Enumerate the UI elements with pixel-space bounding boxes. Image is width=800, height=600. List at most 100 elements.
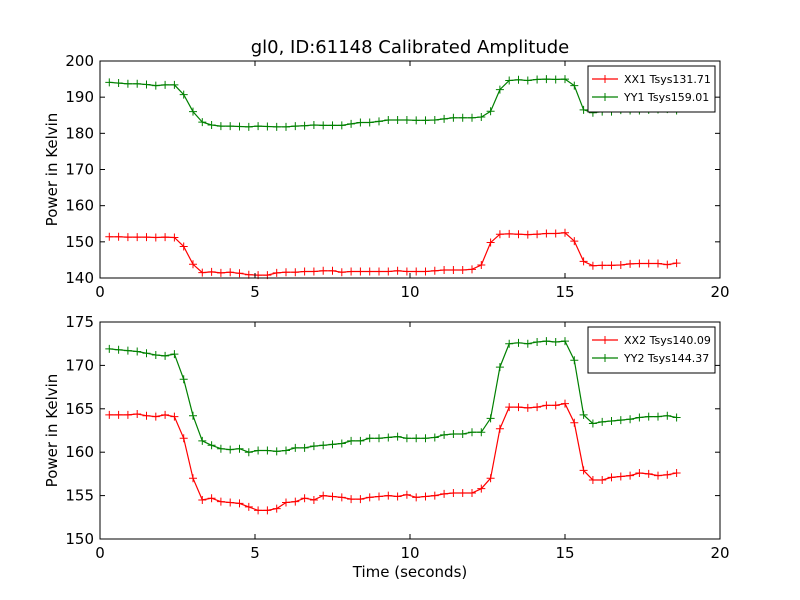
- chart2-series-2-point: [309, 442, 318, 451]
- chart1-series-1-point: [402, 267, 411, 276]
- chart1-series-1-point: [133, 233, 142, 242]
- chart1-series-1-point: [170, 233, 179, 242]
- chart2-series-2-point: [663, 411, 672, 420]
- chart2-series-1-point: [533, 403, 542, 412]
- chart2-series-2-point: [189, 411, 197, 420]
- chart1-series-2-point: [291, 122, 300, 131]
- chart1-series-2-point: [365, 118, 374, 127]
- chart2-series-2-point: [272, 447, 281, 456]
- chart1-series-2-point: [319, 121, 328, 130]
- chart2-series-1-point: [523, 403, 532, 412]
- chart1-series-2-point: [244, 122, 253, 131]
- chart1-series-2-point: [142, 80, 151, 89]
- chart2-series-1-point: [123, 410, 132, 419]
- chart1-series-2-point: [421, 116, 430, 125]
- chart1-series-1-point: [495, 230, 504, 239]
- chart2-series-1-point: [207, 494, 216, 503]
- chart2-series-1-point: [505, 403, 514, 412]
- chart2-series-2-point: [523, 339, 532, 348]
- chart1-series-1-point: [579, 257, 588, 266]
- chart2-series-2-point: [105, 344, 114, 353]
- chart1-series-2-point: [151, 81, 160, 90]
- chart1-series-1-point: [105, 232, 114, 241]
- chart2-series-2-point: [282, 446, 290, 455]
- chart2-series-1-point: [226, 498, 235, 507]
- chart1-series-2-point: [384, 115, 393, 124]
- chart2-series-1-point: [579, 466, 588, 475]
- chart2-series-1-point: [570, 418, 579, 427]
- chart1-series-1-point: [189, 260, 197, 269]
- chart2-series-1-point: [309, 495, 318, 504]
- chart2-series-2-point: [393, 432, 402, 441]
- chart1-series-1-point: [570, 237, 579, 246]
- chart2-series-2-point: [402, 434, 411, 443]
- chart2-series-2-point: [607, 416, 616, 425]
- chart1-series-2-point: [561, 75, 569, 84]
- chart1-series-2-point: [300, 121, 309, 130]
- chart2-series-2-point: [179, 375, 188, 384]
- chart1-series-2-point: [551, 75, 560, 84]
- chart1-legend-label-2: YY1 Tsys159.01: [623, 91, 709, 104]
- chart1-series-1-point: [347, 267, 356, 276]
- chart1-legend: XX1 Tsys131.71 YY1 Tsys159.01: [587, 65, 716, 113]
- chart2-series-2-point: [198, 436, 207, 445]
- chart2-series-1-point: [114, 410, 123, 419]
- chart2-series-1-point: [644, 469, 653, 478]
- chart2-series-1-point: [375, 492, 383, 501]
- chart2-series-2-point: [356, 436, 365, 445]
- chart1-series-2-point: [179, 90, 188, 99]
- chart2-series-1-point: [319, 491, 328, 500]
- chart2-series-1-point: [161, 410, 170, 419]
- chart1-series-2-point: [477, 113, 486, 122]
- chart2-series-2-point: [514, 338, 523, 347]
- chart2-series-1-point: [495, 424, 504, 433]
- chart1-series-1-point: [533, 230, 542, 239]
- chart2-series-2-point: [635, 413, 644, 422]
- chart2-series-1-point: [635, 469, 644, 478]
- chart1-series-1-point: [542, 229, 551, 238]
- chart1-series-1-point: [123, 233, 132, 242]
- chart1-series-2-point: [114, 79, 123, 88]
- chart1-series-2-point: [272, 122, 281, 131]
- chart2-series-1-point: [263, 506, 272, 515]
- chart1-series-1-point: [663, 260, 672, 269]
- chart2-series-2-point: [291, 443, 300, 452]
- chart1-series-1-point: [291, 268, 300, 277]
- chart2-series-1-point: [402, 490, 411, 499]
- chart1-x-tick-label: 0: [95, 283, 105, 301]
- chart2-x-tick-label: 0: [95, 544, 105, 562]
- chart2-plot-area: [105, 337, 681, 515]
- chart2-series-2-point: [123, 346, 132, 355]
- chart1-series-1-point: [635, 259, 644, 268]
- chart2-series-2-point: [226, 445, 235, 454]
- chart2-series-2-point: [644, 412, 653, 421]
- chart2-series-1-point: [328, 492, 337, 501]
- chart1-series-2-point: [216, 122, 225, 131]
- chart1-y-tick-label: 200: [65, 52, 94, 70]
- chart1-y-tick-label: 160: [65, 197, 94, 215]
- chart2-series-1-point: [300, 494, 309, 503]
- chart1-series-2-point: [542, 75, 551, 84]
- chart1-series-1-point: [430, 266, 439, 275]
- chart1-series-1-point: [523, 230, 532, 239]
- chart2-series-2-point: [430, 433, 439, 442]
- chart1-series-1-point: [551, 229, 560, 238]
- chart1-series-1-point: [179, 242, 188, 251]
- chart1-series-2-point: [198, 118, 207, 127]
- chart2-series-1-point: [561, 399, 569, 408]
- chart2-y-tick-label: 170: [65, 356, 94, 374]
- chart2-series-1-point: [598, 475, 607, 484]
- chart1-series-1-point: [440, 266, 449, 275]
- chart1-series-2-point: [458, 113, 467, 122]
- chart2-series-2-point: [142, 349, 151, 358]
- chart2-series-2-point: [505, 339, 514, 348]
- chart1-series-1-point: [654, 259, 662, 268]
- chart2-series-1-point: [216, 497, 225, 506]
- chart2-series-2-point: [654, 412, 662, 421]
- chart2-series-2-point: [328, 440, 337, 449]
- chart1-series-1-point: [309, 267, 318, 276]
- chart2-series-2-point: [207, 441, 216, 450]
- chart1-series-1-point: [626, 259, 635, 268]
- chart2-series-1-point: [430, 491, 439, 500]
